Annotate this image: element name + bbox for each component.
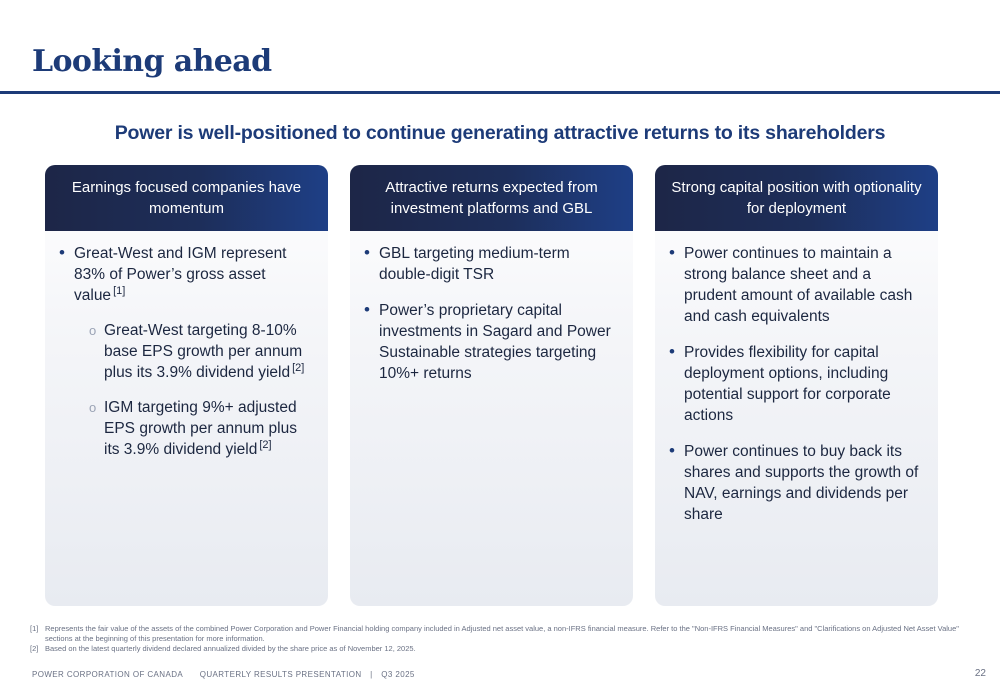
footer-doc: QUARTERLY RESULTS PRESENTATION (199, 670, 362, 679)
column-header: Earnings focused companies have momentum (45, 165, 328, 231)
footnote-mark: [1] (30, 624, 39, 633)
footer: POWER CORPORATION OF CANADA QUARTERLY RE… (32, 670, 415, 679)
column-body: GBL targeting medium-term double-digit T… (350, 231, 633, 384)
page-title: Looking ahead (32, 44, 272, 79)
sub-bullet-text: Great-West targeting 8-10% base EPS grow… (104, 322, 303, 381)
column-capital-position: Strong capital position with optionality… (655, 165, 938, 606)
footer-period: Q3 2025 (381, 670, 415, 679)
column-investment-platforms: Attractive returns expected from investm… (350, 165, 633, 606)
footnote-ref: [2] (292, 361, 305, 374)
footnote: [2] Based on the latest quarterly divide… (30, 644, 970, 654)
bullet-item: Power continues to maintain a strong bal… (669, 242, 920, 327)
page-number: 22 (974, 668, 986, 679)
footnote-ref: [1] (113, 284, 126, 297)
sub-bullet-text: IGM targeting 9%+ adjusted EPS growth pe… (104, 399, 297, 458)
bullet-item: GBL targeting medium-term double-digit T… (364, 242, 615, 285)
footnote-ref: [2] (259, 438, 272, 451)
subtitle: Power is well-positioned to continue gen… (114, 122, 886, 144)
column-header: Attractive returns expected from investm… (350, 165, 633, 231)
footnote: [1] Represents the fair value of the ass… (30, 624, 970, 644)
footer-separator: | (370, 670, 373, 679)
column-earnings: Earnings focused companies have momentum… (45, 165, 328, 606)
footnote-text: Based on the latest quarterly dividend d… (45, 644, 416, 653)
title-rule (0, 91, 1000, 94)
sub-bullet-item: IGM targeting 9%+ adjusted EPS growth pe… (74, 397, 310, 460)
bullet-text: Great-West and IGM represent 83% of Powe… (74, 245, 287, 304)
column-body: Power continues to maintain a strong bal… (655, 231, 938, 525)
sub-bullet-item: Great-West targeting 8-10% base EPS grow… (74, 320, 310, 383)
bullet-item: Power continues to buy back its shares a… (669, 440, 920, 525)
bullet-item: Power’s proprietary capital investments … (364, 299, 615, 384)
column-header: Strong capital position with optionality… (655, 165, 938, 231)
footnotes: [1] Represents the fair value of the ass… (30, 624, 970, 654)
bullet-item: Great-West and IGM represent 83% of Powe… (59, 242, 310, 460)
footer-org: POWER CORPORATION OF CANADA (32, 670, 184, 679)
footnote-text: Represents the fair value of the assets … (45, 624, 959, 643)
footnote-mark: [2] (30, 644, 39, 653)
bullet-item: Provides flexibility for capital deploym… (669, 341, 920, 426)
column-body: Great-West and IGM represent 83% of Powe… (45, 231, 328, 460)
